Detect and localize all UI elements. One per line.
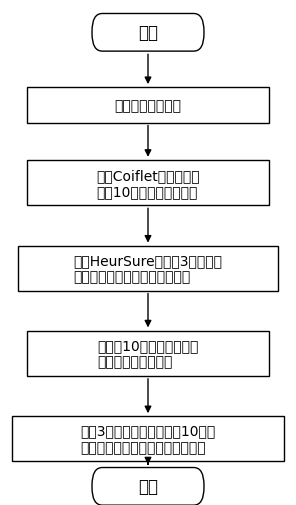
Text: 结束: 结束 [138,477,158,495]
Text: 选定Coiflet小波对能谱
进行10个尺度的小波分解: 选定Coiflet小波对能谱 进行10个尺度的小波分解 [96,168,200,198]
Bar [18,246,278,291]
Bar [27,88,269,123]
Text: 将第3尺度重构信号减去第10尺度
重构信号，得到去除噪声后的能谱: 将第3尺度重构信号减去第10尺度 重构信号，得到去除噪声后的能谱 [81,424,215,454]
Text: 处理第10个尺度上的逼近
能谱信号，重构能谱: 处理第10个尺度上的逼近 能谱信号，重构能谱 [97,339,199,369]
Bar [27,161,269,206]
Bar [27,331,269,376]
Text: 开始: 开始 [138,24,158,42]
Text: 缩小能谱去噪范围: 缩小能谱去噪范围 [115,99,181,113]
Bar [12,416,284,462]
Text: 使用HeurSure方法对3个尺度的
能谱进行处理，确定噪声的阈值: 使用HeurSure方法对3个尺度的 能谱进行处理，确定噪声的阈值 [73,254,223,284]
FancyBboxPatch shape [92,15,204,52]
FancyBboxPatch shape [92,468,204,505]
